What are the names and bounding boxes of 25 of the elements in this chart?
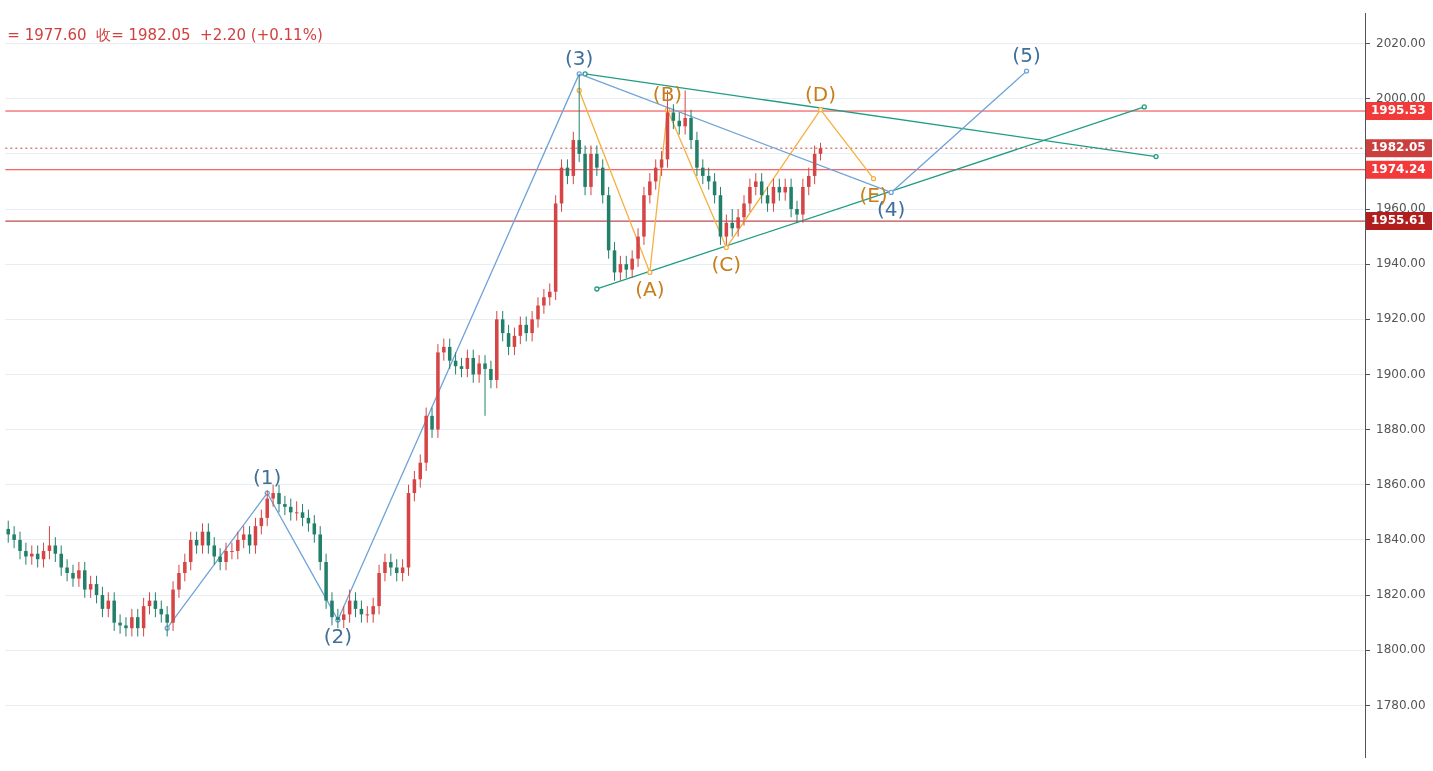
- y-tick-label: 1820.00: [1376, 587, 1426, 602]
- annotation: (3): [565, 46, 594, 71]
- ref-line-label: 1982.05: [1371, 140, 1426, 155]
- annotation: (1): [253, 465, 282, 490]
- annotation: (C): [711, 251, 742, 276]
- ref-line-label: 1955.61: [1371, 213, 1426, 228]
- y-tick-label: 1780.00: [1376, 697, 1426, 712]
- y-tick-label: 1860.00: [1376, 476, 1426, 491]
- y-tick-label: 1800.00: [1376, 642, 1426, 657]
- annotation: (A): [635, 276, 665, 301]
- y-tick-label: 1920.00: [1376, 311, 1426, 326]
- y-tick-label: 1940.00: [1376, 256, 1426, 271]
- annotation: = 1977.60 收= 1982.05 +2.20 (+0.11%): [7, 26, 323, 45]
- y-tick-label: 1840.00: [1376, 532, 1426, 547]
- annotation: (5): [1012, 43, 1041, 68]
- annotation: (D): [805, 81, 837, 106]
- y-tick-label: 1960.00: [1376, 201, 1426, 216]
- annotation: (2): [323, 624, 353, 649]
- y-tick-label: 2020.00: [1376, 35, 1426, 50]
- y-tick-label: 1880.00: [1376, 421, 1426, 436]
- y-tick-label: 1900.00: [1376, 366, 1426, 381]
- y-tick-label: 2000.00: [1376, 90, 1426, 105]
- ref-line-label: 1995.53: [1371, 103, 1426, 118]
- annotation: (B): [652, 81, 683, 106]
- ref-line-label: 1974.24: [1371, 161, 1426, 176]
